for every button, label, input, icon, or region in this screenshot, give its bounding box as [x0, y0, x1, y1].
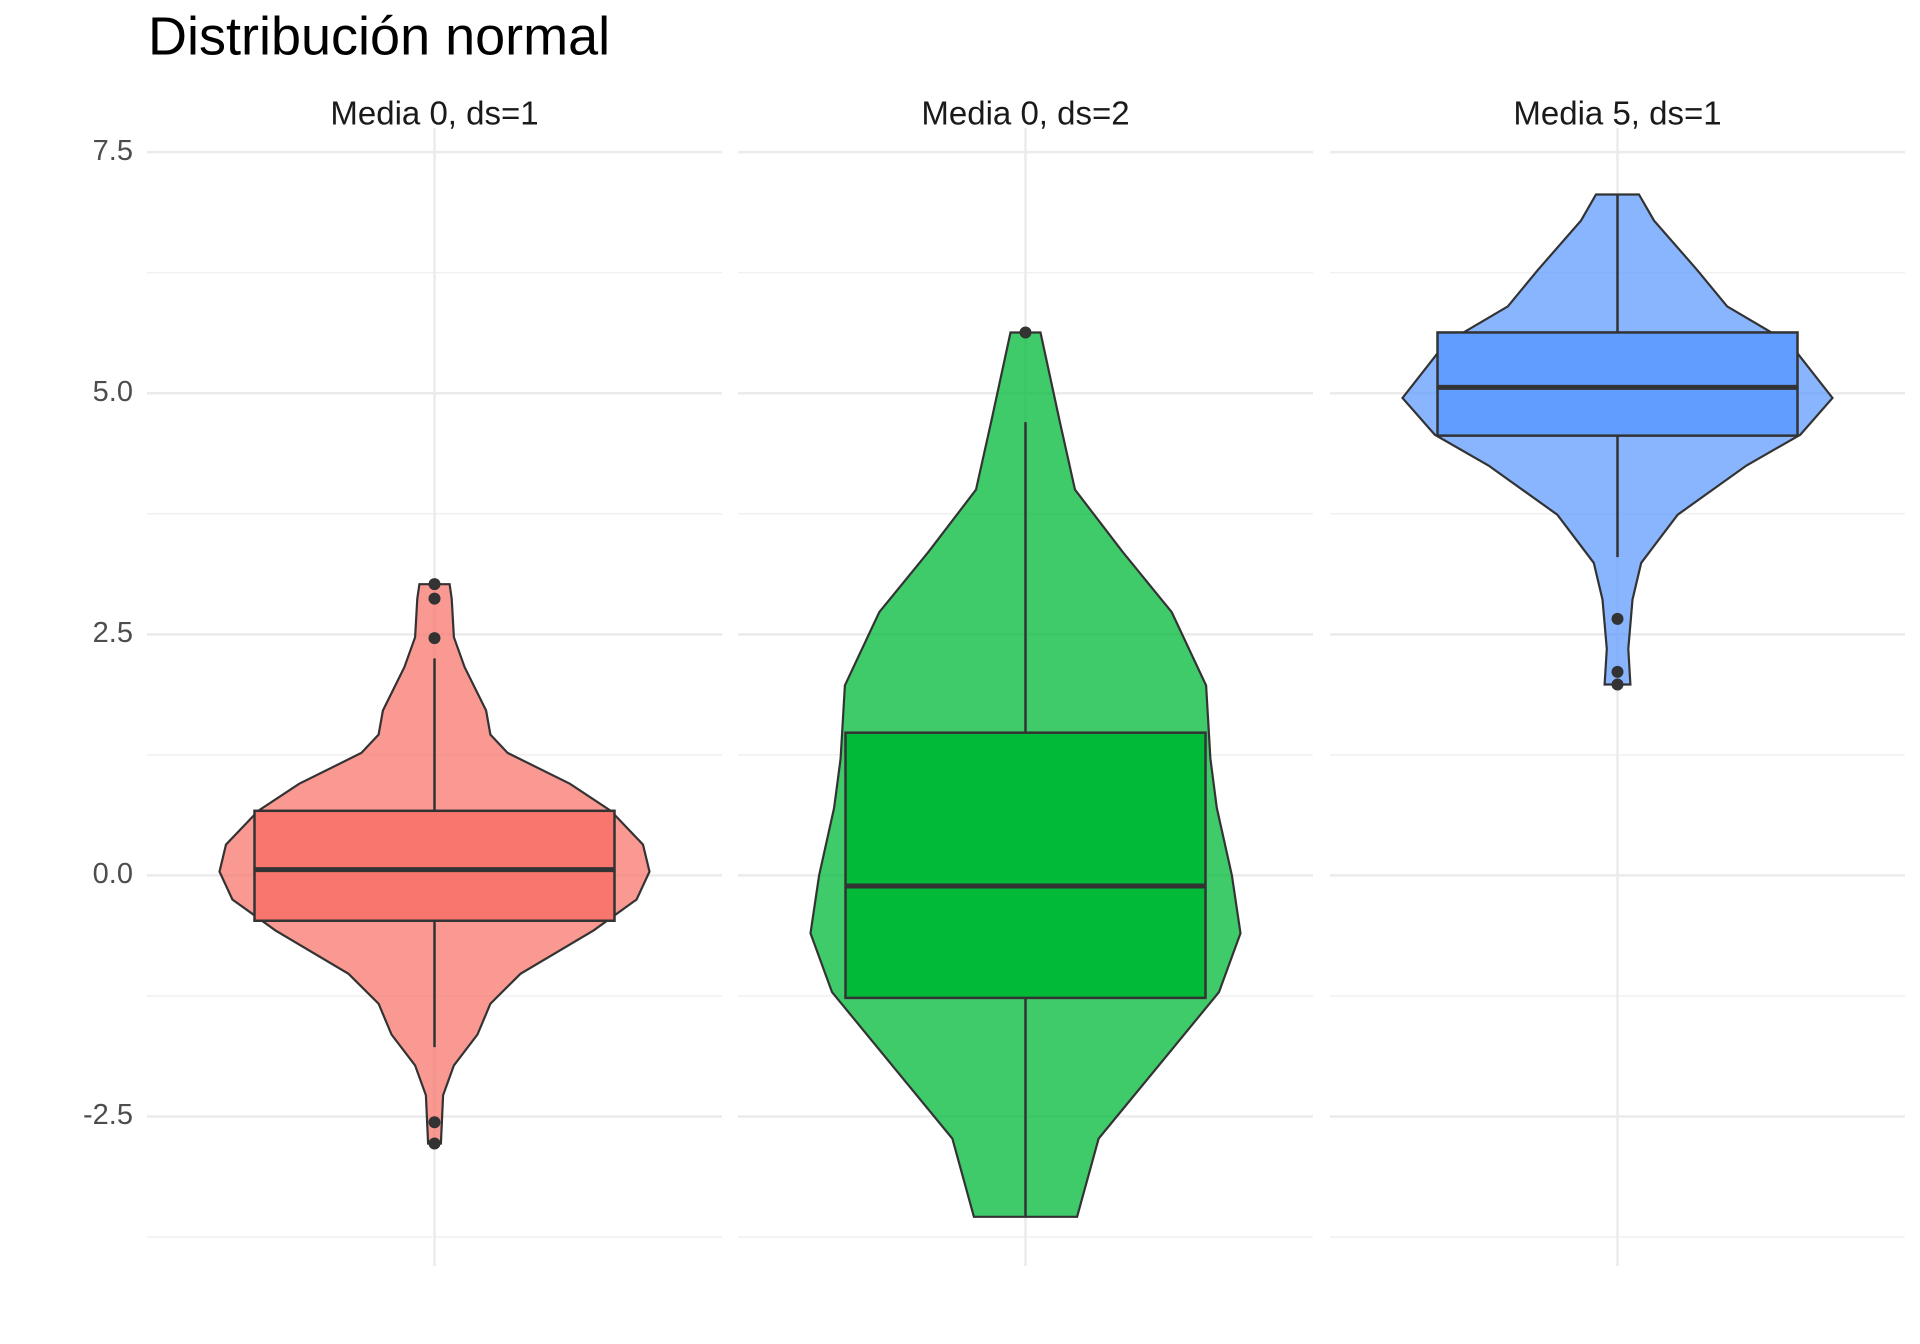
y-tick-label: -2.5	[83, 1099, 133, 1131]
chart-title: Distribución normal	[148, 6, 610, 66]
strip-label: Media 5, ds=1	[1513, 95, 1721, 132]
box	[1436, 331, 1799, 437]
outlier	[428, 578, 441, 591]
outlier	[428, 1137, 441, 1150]
outlier	[1019, 326, 1032, 339]
y-tick-label: 2.5	[93, 617, 133, 649]
box	[844, 731, 1207, 1000]
outlier	[428, 632, 441, 645]
box	[253, 809, 616, 922]
outlier	[428, 1116, 441, 1129]
strip-label: Media 0, ds=2	[921, 95, 1129, 132]
strip-label: Media 0, ds=1	[330, 95, 538, 132]
y-tick-label: 7.5	[93, 135, 133, 167]
outlier	[1611, 612, 1624, 625]
outlier	[1611, 678, 1624, 691]
outlier	[428, 592, 441, 605]
y-tick-label: 5.0	[93, 376, 133, 408]
outlier	[1611, 665, 1624, 678]
y-tick-label: 0.0	[93, 858, 133, 890]
